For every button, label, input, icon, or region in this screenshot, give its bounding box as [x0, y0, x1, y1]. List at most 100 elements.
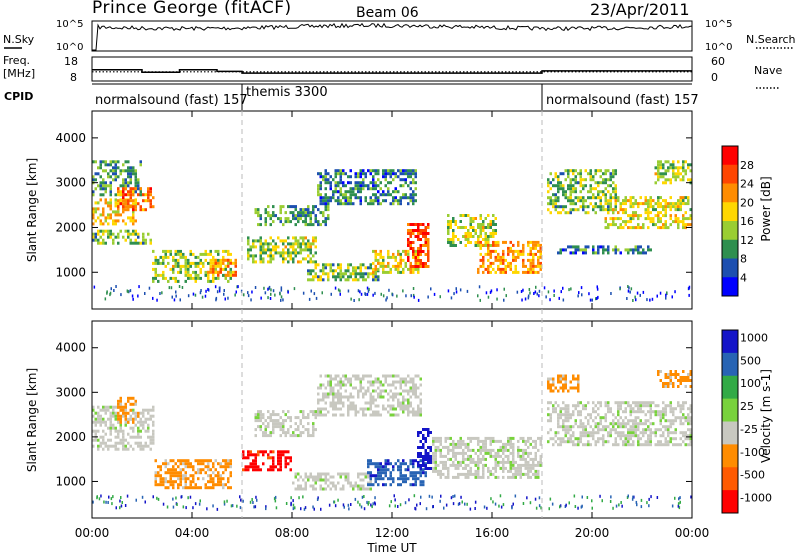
echo-cell: [462, 472, 465, 476]
echo-cell: [297, 428, 300, 432]
echo-cell: [367, 475, 370, 479]
echo-cell: [97, 238, 100, 242]
echo-cell: [494, 229, 497, 232]
echo-cell: [359, 487, 362, 491]
echo-cell: [450, 296, 453, 300]
echo-cell: [649, 407, 652, 411]
echo-cell: [679, 172, 682, 176]
echo-cell: [414, 386, 417, 390]
echo-cell: [594, 187, 597, 191]
echo-cell: [399, 169, 402, 173]
echo-cell: [499, 270, 502, 274]
echo-cell: [357, 500, 359, 504]
echo-cell: [319, 478, 322, 482]
echo-cell: [102, 438, 105, 442]
echo-cell: [589, 425, 592, 429]
echo-cell: [626, 297, 628, 300]
echo-cell: [319, 374, 322, 378]
echo-cell: [409, 474, 412, 478]
echo-cell: [557, 181, 560, 185]
echo-cell: [679, 500, 681, 504]
echo-cell: [212, 465, 215, 469]
echo-cell: [292, 499, 294, 503]
echo-cell: [644, 401, 647, 405]
echo-cell: [137, 184, 140, 188]
echo-cell: [237, 285, 239, 289]
echo-cell: [369, 487, 372, 491]
echo-cell: [257, 425, 260, 429]
echo-cell: [452, 460, 455, 464]
echo-cell: [604, 440, 607, 444]
echo-cell: [489, 249, 492, 253]
echo-cell: [304, 211, 307, 215]
echo-cell: [102, 207, 105, 211]
echo-cell: [367, 380, 370, 384]
echo-cell: [430, 287, 432, 291]
echo-cell: [659, 379, 662, 382]
echo-cell: [464, 466, 467, 470]
echo-cell: [102, 429, 105, 433]
echo-cell: [637, 401, 640, 405]
echo-cell: [267, 456, 270, 460]
echo-cell: [227, 273, 230, 277]
echo-cell: [594, 443, 597, 447]
echo-cell: [689, 440, 692, 444]
echo-cell: [280, 298, 282, 302]
echo-cell: [487, 249, 490, 253]
echo-cell: [289, 242, 292, 246]
echo-cell: [519, 436, 522, 440]
echo-cell: [672, 166, 675, 170]
echo-cell: [454, 454, 457, 458]
echo-cell: [557, 374, 560, 378]
echo-cell: [494, 232, 497, 235]
echo-cell: [659, 211, 662, 215]
echo-cell: [112, 426, 115, 430]
echo-cell: [309, 434, 312, 438]
echo-cell: [452, 244, 455, 247]
echo-cell: [407, 407, 410, 411]
echo-cell: [362, 472, 365, 476]
echo-cell: [424, 241, 427, 244]
echo-cell: [614, 217, 617, 221]
echo-cell: [679, 220, 682, 224]
echo-cell: [404, 169, 407, 173]
echo-cell: [254, 459, 257, 463]
echo-cell: [504, 448, 507, 452]
echo-cell: [227, 258, 230, 262]
echo-cell: [164, 465, 167, 469]
echo-cell: [579, 413, 582, 417]
echo-cell: [632, 407, 635, 411]
echo-cell: [362, 178, 365, 182]
echo-cell: [589, 202, 592, 206]
echo-cell: [497, 451, 500, 455]
echo-cell: [156, 496, 158, 500]
echo-cell: [624, 425, 627, 429]
echo-cell: [577, 383, 580, 387]
echo-cell: [635, 500, 638, 504]
echo-cell: [264, 220, 267, 224]
echo-cell: [267, 245, 270, 249]
echo-cell: [549, 497, 552, 501]
echo-cell: [574, 419, 577, 423]
echo-cell: [602, 248, 605, 252]
echo-cell: [539, 243, 542, 247]
echo-cell: [669, 401, 672, 405]
echo-cell: [279, 453, 282, 457]
echo-cell: [392, 202, 395, 206]
echo-cell: [322, 398, 325, 402]
echo-cell: [614, 193, 617, 197]
echo-cell: [657, 440, 660, 444]
echo-cell: [379, 468, 382, 472]
echo-cell: [529, 466, 532, 470]
colorbar-swatch: [722, 330, 738, 354]
echo-cell: [152, 196, 155, 200]
echo-cell: [567, 413, 570, 417]
echo-cell: [379, 413, 382, 417]
echo-cell: [389, 270, 392, 274]
echo-cell: [689, 169, 692, 173]
echo-cell: [529, 469, 532, 473]
echo-cell: [609, 208, 612, 212]
echo-cell: [369, 481, 372, 485]
echo-cell: [204, 486, 207, 490]
echo-cell: [362, 169, 365, 173]
